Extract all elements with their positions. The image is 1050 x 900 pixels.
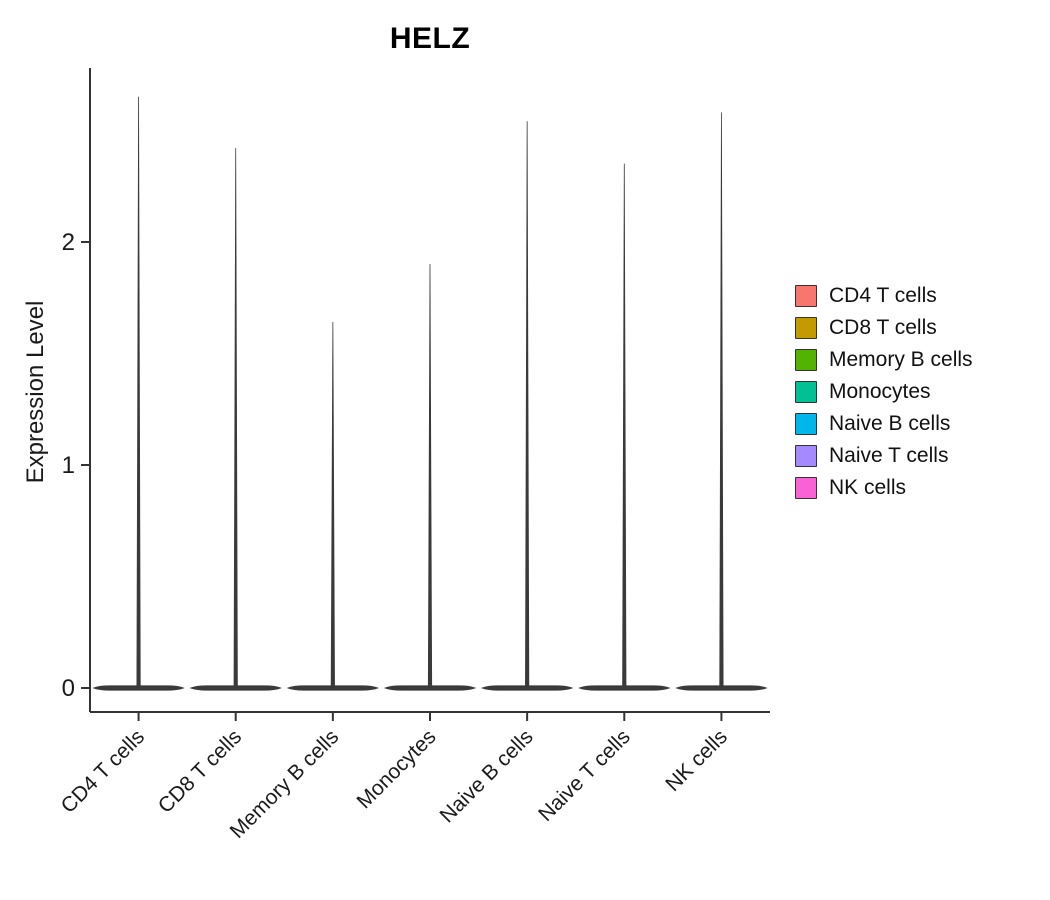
legend-item: Naive T cells <box>795 444 973 467</box>
legend-item-label: Naive B cells <box>829 411 951 435</box>
legend-item-label: Monocytes <box>829 379 931 403</box>
legend-item: Memory B cells <box>795 348 973 371</box>
x-tick-label: NK cells <box>661 725 732 796</box>
legend-swatch <box>795 476 817 499</box>
legend-item-label: NK cells <box>829 475 907 499</box>
x-tick-label: CD4 T cells <box>57 725 149 817</box>
legend-item-label: CD4 T cells <box>829 283 937 307</box>
chart-title: HELZ <box>389 22 471 55</box>
y-tick-label: 0 <box>62 675 75 702</box>
legend-item: Naive B cells <box>795 412 973 435</box>
violin-base <box>578 685 671 691</box>
legend: CD4 T cells CD8 T cells Memory B cells Mono… <box>795 284 973 508</box>
y-tick-label: 1 <box>62 452 75 479</box>
legend-swatch <box>795 412 817 435</box>
violin-base <box>92 685 185 691</box>
violin-spike <box>525 121 530 689</box>
violin-spike <box>136 96 141 689</box>
legend-swatch <box>795 348 817 371</box>
legend-swatch <box>795 316 817 339</box>
legend-item: CD4 T cells <box>795 284 973 307</box>
legend-swatch <box>795 380 817 403</box>
legend-item: NK cells <box>795 476 973 499</box>
y-tick-label: 2 <box>62 229 75 256</box>
legend-item-label: Naive T cells <box>829 443 949 467</box>
violin-spike <box>330 321 335 689</box>
x-tick-label: Naive T cells <box>534 725 635 826</box>
y-axis-label: Expression Level <box>22 300 49 484</box>
violin-base <box>383 685 477 691</box>
legend-item: CD8 T cells <box>795 316 973 339</box>
legend-item-label: Memory B cells <box>829 347 973 371</box>
violin-spike <box>719 112 724 689</box>
violin-base <box>675 685 768 691</box>
x-tick-label: CD8 T cells <box>154 725 246 817</box>
violin-spike <box>427 263 433 689</box>
legend-swatch <box>795 284 817 307</box>
legend-item-label: CD8 T cells <box>829 315 937 339</box>
legend-swatch <box>795 444 817 467</box>
violin-base <box>480 685 574 691</box>
violin-base <box>189 685 282 691</box>
x-tick-label: Naive B cells <box>436 725 538 827</box>
legend-item: Monocytes <box>795 380 973 403</box>
violin-spike <box>233 147 238 689</box>
x-tick-label: Monocytes <box>352 725 440 813</box>
violin-spike <box>622 163 627 689</box>
violin-base <box>286 685 380 691</box>
